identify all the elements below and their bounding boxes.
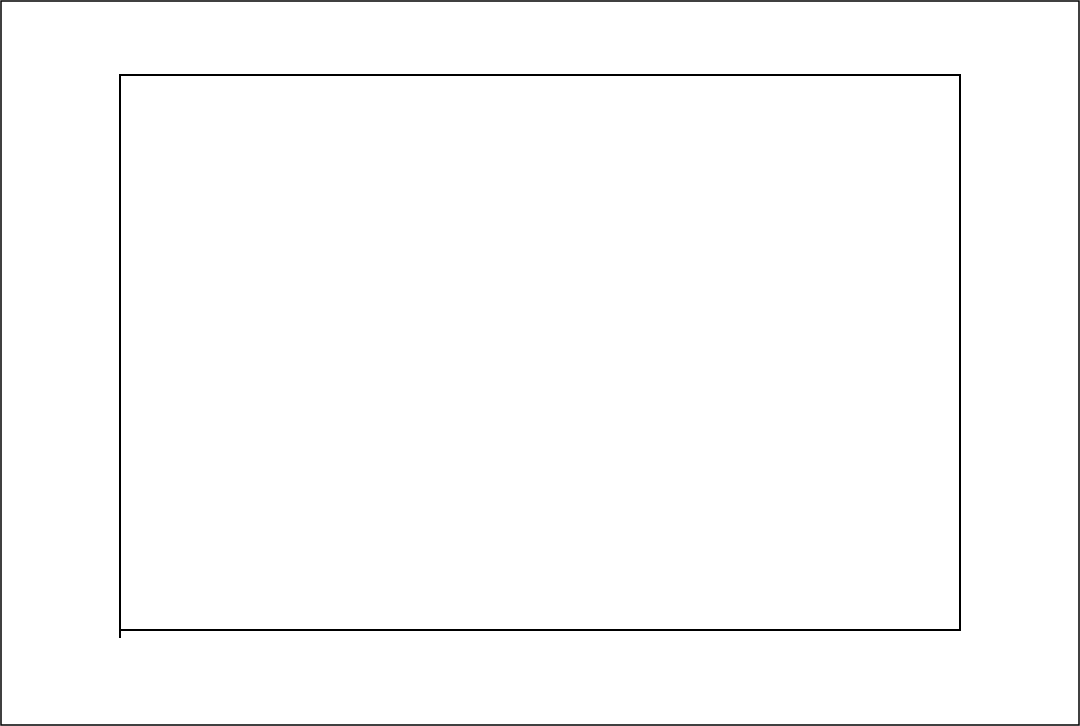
chart-svg <box>0 0 1080 726</box>
chart-root: { "canvas": { "width": 1080, "height": 7… <box>0 0 1080 726</box>
